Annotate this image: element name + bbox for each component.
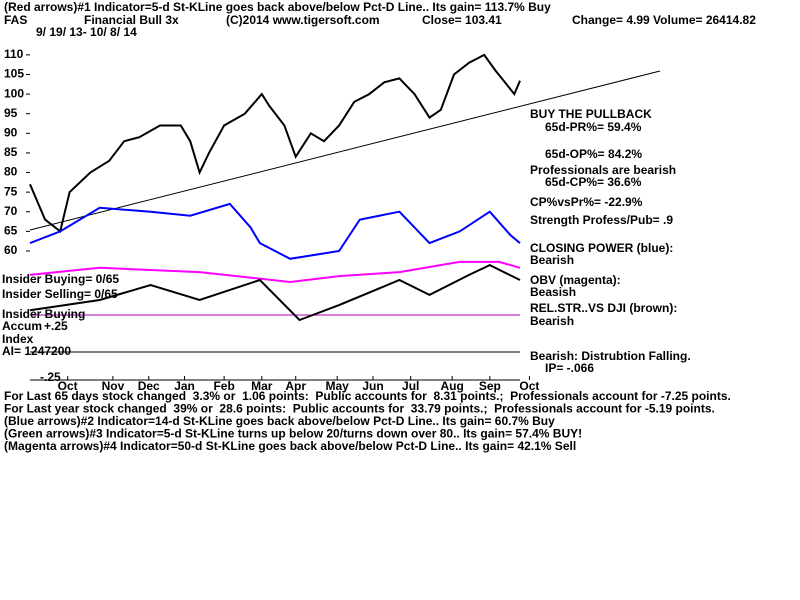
side-note: Bearish: Distrubtion Falling. bbox=[530, 349, 691, 363]
header-line: (Red arrows)#1 Indicator=5-d St-KLine go… bbox=[4, 0, 551, 14]
side-note: CP%vsPr%= -22.9% bbox=[530, 195, 643, 209]
footer-line: For Last 65 days stock changed 3.3% or 1… bbox=[4, 389, 731, 403]
close: Close= 103.41 bbox=[422, 13, 502, 27]
footer-line: (Green arrows)#3 Indicator=5-d St-KLine … bbox=[4, 426, 582, 440]
y-tick-label: 105 bbox=[4, 67, 24, 81]
series-line bbox=[29, 53, 521, 234]
side-note: 65d-PR%= 59.4% bbox=[545, 120, 642, 134]
left-note: Insider Buying= 0/65 bbox=[2, 272, 119, 286]
footer-line: (Blue arrows)#2 Indicator=14-d St-KLine … bbox=[4, 414, 555, 428]
left-note: Index bbox=[2, 332, 34, 346]
x-tick-label: Apr bbox=[285, 379, 306, 393]
y-tick-label: 65 bbox=[4, 224, 18, 238]
side-note: BUY THE PULLBACK bbox=[530, 107, 652, 121]
x-tick-label: Dec bbox=[138, 379, 160, 393]
subtitle: Financial Bull 3x bbox=[84, 13, 179, 27]
side-note: Bearish bbox=[530, 253, 574, 267]
left-note: Insider Buying bbox=[2, 307, 85, 321]
left-note: Insider Selling= 0/65 bbox=[2, 287, 118, 301]
x-tick-label: Jul bbox=[402, 379, 419, 393]
x-tick-label: Oct bbox=[58, 379, 78, 393]
side-note: IP= -.066 bbox=[545, 361, 594, 375]
side-note: REL.STR..VS DJI (brown): bbox=[530, 301, 677, 315]
x-tick-label: Oct bbox=[519, 379, 539, 393]
side-note: Beasish bbox=[530, 285, 576, 299]
series-line bbox=[29, 263, 521, 322]
y-tick-label: 70 bbox=[4, 204, 18, 218]
y-tick-label: 60 bbox=[4, 243, 18, 257]
x-tick-label: Jan bbox=[174, 379, 195, 393]
x-tick-label: Mar bbox=[251, 379, 273, 393]
y-tick-label: 110 bbox=[4, 47, 24, 61]
y-tick-label: 100 bbox=[4, 86, 24, 100]
y-tick-label: 75 bbox=[4, 184, 18, 198]
x-tick-label: May bbox=[326, 379, 350, 393]
side-note: OBV (magenta): bbox=[530, 273, 621, 287]
date-range: 9/ 19/ 13- 10/ 8/ 14 bbox=[36, 25, 137, 39]
side-note: 65d-OP%= 84.2% bbox=[545, 147, 642, 161]
y-tick-label: 80 bbox=[4, 165, 18, 179]
change: Change= 4.99 Volume= 26414.82 bbox=[572, 13, 756, 27]
left-note: +.25 bbox=[44, 319, 68, 333]
side-note: Professionals are bearish bbox=[530, 163, 676, 177]
side-note: Strength Profess/Pub= .9 bbox=[530, 213, 673, 227]
x-tick-label: Feb bbox=[213, 379, 234, 393]
footer-line: For Last year stock changed 39% or 28.6 … bbox=[4, 402, 715, 416]
side-note: CLOSING POWER (blue): bbox=[530, 241, 673, 255]
copyright: (C)2014 www.tigersoft.com bbox=[226, 13, 380, 27]
y-tick-label: 95 bbox=[4, 106, 18, 120]
side-note: 65d-CP%= 36.6% bbox=[545, 175, 642, 189]
y-tick-label: 90 bbox=[4, 125, 18, 139]
series-line bbox=[29, 260, 521, 284]
left-note: -.25 bbox=[40, 370, 61, 384]
x-tick-label: Nov bbox=[102, 379, 125, 393]
x-tick-label: Aug bbox=[440, 379, 463, 393]
series-line bbox=[29, 202, 521, 260]
trend-line bbox=[29, 70, 661, 231]
x-tick-label: Sep bbox=[479, 379, 501, 393]
left-note: AI= 1247200 bbox=[2, 344, 71, 358]
footer-line: (Magenta arrows)#4 Indicator=50-d St-KLi… bbox=[4, 439, 576, 453]
side-note: Bearish bbox=[530, 314, 574, 328]
ticker: FAS bbox=[4, 13, 27, 27]
x-tick-label: Jun bbox=[362, 379, 383, 393]
left-note: Accum bbox=[2, 319, 42, 333]
y-tick-label: 85 bbox=[4, 145, 18, 159]
